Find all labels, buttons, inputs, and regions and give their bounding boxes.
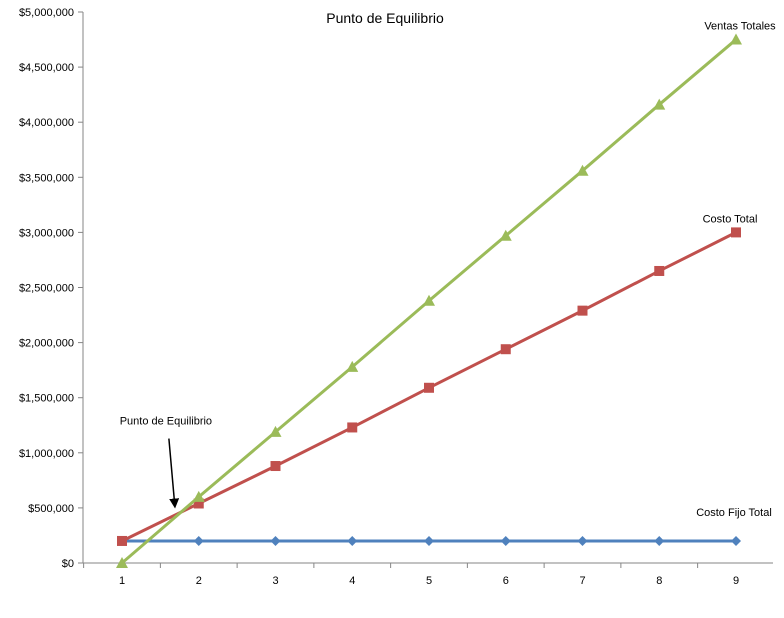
y-tick-label: $5,000,000 [19, 7, 74, 19]
series-marker [577, 535, 588, 546]
series-marker [730, 33, 742, 45]
x-tick-label: 8 [656, 575, 662, 587]
series-marker [193, 535, 204, 546]
series-label: Costo Total [703, 213, 758, 225]
x-tick-label: 4 [349, 575, 355, 587]
series-marker [270, 461, 281, 472]
annotation-label: Punto de Equilibrio [120, 416, 212, 428]
series-marker [347, 535, 358, 546]
y-tick-label: $1,500,000 [19, 393, 74, 405]
x-tick-label: 7 [579, 575, 585, 587]
series-marker [424, 535, 434, 546]
y-tick-label: $0 [62, 558, 74, 570]
y-tick-label: $4,500,000 [19, 62, 74, 74]
y-tick-label: $500,000 [28, 503, 74, 515]
series-marker [731, 535, 741, 546]
series-marker [653, 98, 666, 110]
series-marker [116, 557, 128, 568]
series-marker [654, 535, 665, 546]
series-marker [347, 422, 358, 433]
x-tick-label: 2 [196, 575, 202, 587]
x-tick-label: 1 [119, 575, 125, 587]
chart-title: Punto de Equilibrio [326, 10, 444, 26]
series-marker [270, 535, 281, 546]
series-marker [424, 382, 434, 393]
x-tick-label: 6 [503, 575, 509, 587]
y-tick-label: $4,000,000 [19, 117, 74, 129]
series-marker [576, 164, 589, 176]
series-marker [500, 344, 511, 355]
series-marker [193, 498, 204, 509]
y-tick-label: $3,500,000 [19, 172, 74, 184]
annotation-arrow [168, 438, 180, 509]
y-tick-label: $2,000,000 [19, 338, 74, 350]
series-label: Ventas Totales [704, 21, 776, 33]
x-tick-label: 9 [733, 575, 739, 587]
x-tick-label: 3 [272, 575, 278, 587]
x-tick-label: 5 [426, 575, 432, 587]
y-tick-label: $1,000,000 [19, 448, 74, 460]
y-tick-label: $2,500,000 [19, 283, 74, 295]
series-marker [423, 294, 435, 306]
y-tick-label: $3,000,000 [19, 227, 74, 239]
series-marker [499, 229, 512, 241]
series-marker [117, 535, 127, 546]
series-marker [500, 535, 511, 546]
series-marker [654, 265, 665, 276]
series-marker [192, 490, 205, 502]
series-marker [731, 227, 741, 238]
series-marker [577, 305, 588, 316]
series-label: Costo Fijo Total [696, 507, 772, 519]
series-marker [346, 360, 359, 372]
series-marker [269, 425, 282, 437]
